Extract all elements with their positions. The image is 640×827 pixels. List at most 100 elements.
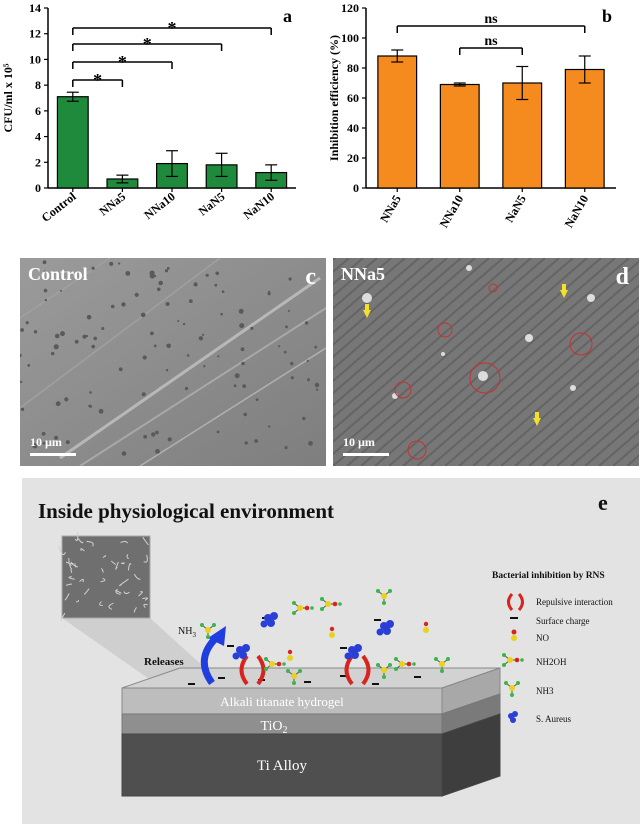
inset-fiber (142, 597, 149, 601)
panel-letter-e: e (598, 490, 608, 515)
oxygen-atom (406, 661, 412, 667)
chart-a-sig-label: * (168, 18, 177, 38)
control-cell (220, 312, 223, 316)
chart-a-panel-letter: a (283, 6, 292, 26)
control-cell (315, 388, 319, 391)
inset-fiber (74, 563, 77, 568)
label-nh3: NH3 (178, 626, 196, 639)
control-cell (255, 398, 259, 401)
control-cell (98, 408, 104, 414)
inset-fiber (115, 588, 121, 595)
inset-fiber (110, 560, 117, 565)
oxygen-atom (287, 649, 293, 655)
chart-b-sig-label: ns (484, 12, 498, 27)
micrograph-nna5-texture (333, 258, 639, 466)
micrograph-control: Control c 10 µm (20, 258, 326, 466)
control-cell (285, 325, 288, 329)
control-cell (283, 350, 287, 354)
legend-item-nh2oh: NH2OH (536, 657, 567, 667)
inset-fiber (70, 561, 79, 568)
nna5-ridge (333, 258, 546, 444)
hydrogen-atom (388, 663, 392, 667)
chart-a-xtick-label: Control (39, 189, 79, 225)
nh3-molecule (376, 663, 392, 679)
chart-b-ytick-label: 100 (341, 31, 359, 45)
control-cell (44, 298, 47, 302)
label-ti-alloy: Ti Alloy (257, 758, 307, 774)
hydrogen-atom (516, 681, 520, 685)
scale-label-c: 10 µm (30, 435, 62, 449)
control-cell (64, 397, 69, 402)
control-cell (188, 299, 193, 303)
control-cell (25, 321, 29, 325)
oxygen-atom (276, 661, 282, 667)
inset-fiber (76, 599, 80, 603)
nna5-ridge (556, 393, 639, 466)
legend-bacteria-icon (508, 711, 518, 723)
nh3-molecule (434, 657, 450, 673)
control-cell (42, 260, 47, 265)
control-cell (166, 343, 171, 349)
hydrogen-atom (510, 693, 514, 697)
chart-b-sig-label: ns (484, 34, 498, 49)
control-cell (182, 322, 186, 326)
nh3-molecule (286, 669, 302, 685)
nitrogen-atom (381, 667, 387, 673)
nna5-ridge (416, 272, 639, 466)
control-cell (238, 308, 244, 314)
nna5-ridge (333, 258, 448, 359)
no-molecule (329, 626, 335, 638)
micrograph-control-label: Control (28, 264, 88, 284)
hydrogen-atom (504, 681, 508, 685)
chart-a-xtick-label: NaN5 (196, 189, 228, 218)
no-molecule (287, 649, 293, 661)
hydrogen-atom (376, 589, 380, 593)
control-cell (118, 367, 123, 372)
label-tio2: TiO2 (260, 719, 287, 736)
nitrogen-atom (287, 655, 293, 661)
micrograph-nna5: NNa5 d 10 µm (333, 258, 639, 466)
legend-item-repulsive: Repulsive interaction (536, 597, 613, 607)
oxygen-atom (423, 621, 429, 627)
nna5-ridge (514, 357, 639, 466)
chart-a-y-label: CFU/ml x 10⁵ (1, 63, 15, 132)
nna5-bright-spot (362, 293, 372, 303)
control-cell (121, 451, 127, 456)
inset-fiber (102, 555, 107, 558)
scale-label-d: 10 µm (343, 435, 375, 449)
oxygen-atom (332, 601, 338, 607)
control-cell (53, 344, 59, 350)
hydrogen-atom (338, 602, 342, 606)
hydrogen-atom (292, 611, 296, 615)
control-cell (41, 431, 46, 436)
inset-fiber (120, 562, 125, 565)
nh3-molecule (376, 589, 392, 605)
nh2oh-molecule (394, 657, 416, 671)
inset-fiber (108, 602, 114, 610)
nna5-ridge (333, 258, 420, 334)
legend-item-nh3: NH3 (536, 686, 554, 696)
control-cell (284, 446, 288, 450)
hydrogen-atom (502, 653, 506, 657)
hydrogen-atom (382, 601, 386, 605)
chart-a-sig-label: * (118, 52, 127, 72)
nna5-bright-spot (466, 265, 472, 271)
chart-b-ytick-label: 120 (341, 1, 359, 15)
inset-fiber (69, 562, 74, 569)
inset-fiber (115, 561, 119, 570)
inset-fiber (60, 612, 66, 621)
control-cell (250, 326, 254, 330)
inset-fiber (68, 576, 75, 580)
inset-fiber (65, 583, 73, 586)
inset-fiber (100, 577, 106, 583)
control-cell (118, 262, 121, 265)
control-cell (33, 330, 38, 334)
hydrogen-atom (264, 657, 268, 661)
hydrogen-atom (320, 597, 324, 601)
nitrogen-atom (439, 661, 445, 667)
nna5-ridge (333, 258, 504, 407)
control-cell (167, 437, 172, 442)
control-cell (74, 339, 79, 344)
chart-a-xtick-label: NNa10 (141, 189, 177, 222)
inset-fiber (74, 532, 79, 542)
